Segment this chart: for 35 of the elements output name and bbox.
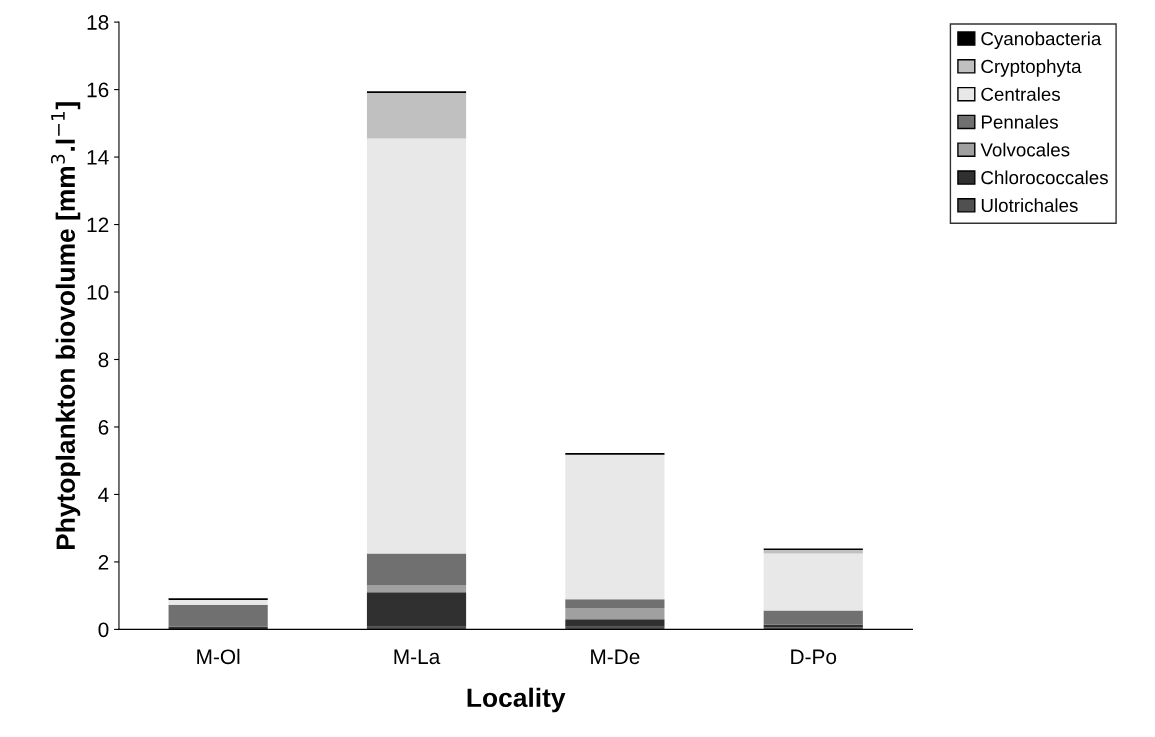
bar <box>565 599 665 609</box>
bar <box>168 600 268 605</box>
legend-label: Ulotrichales <box>981 198 1078 213</box>
y-tick-label: 8 <box>98 352 109 368</box>
y-axis-title: Phytoplankton biovolume [mm$^{3}$.l$^{−1}$] <box>50 102 81 550</box>
bar <box>366 138 467 554</box>
x-tick-label: M-De <box>591 649 640 665</box>
legend-label: Centrales <box>981 87 1060 101</box>
y-tick-label: 16 <box>87 82 109 98</box>
y-tick-label: 12 <box>87 217 109 233</box>
bar <box>763 553 863 611</box>
x-axis-title: Locality <box>467 687 566 713</box>
bar <box>366 592 467 627</box>
y-tick-label: 2 <box>98 554 109 570</box>
y-tick-label: 14 <box>87 150 109 165</box>
y-tick-label: 0 <box>98 622 109 638</box>
y-tick-label: 10 <box>87 285 109 300</box>
bar <box>366 92 467 139</box>
bar <box>565 454 665 600</box>
legend-label: Cryptophyta <box>981 59 1082 77</box>
legend-label: Cyanobacteria <box>981 31 1102 50</box>
bar <box>565 608 665 620</box>
legend-label: Chlorococcales <box>981 170 1108 185</box>
bar <box>763 610 863 625</box>
x-tick-label: D-Po <box>791 649 837 665</box>
legend-label: Volvocales <box>980 142 1070 157</box>
bar <box>565 619 665 627</box>
y-tick-label: 18 <box>87 15 109 30</box>
y-tick-label: 6 <box>98 419 109 435</box>
y-tick-label: 4 <box>98 487 109 502</box>
x-tick-label: M-La <box>394 649 441 665</box>
bar <box>366 553 467 586</box>
legend-label: Pennales <box>981 114 1058 129</box>
x-tick-label: M-Ol <box>197 648 240 665</box>
bar <box>168 604 268 627</box>
